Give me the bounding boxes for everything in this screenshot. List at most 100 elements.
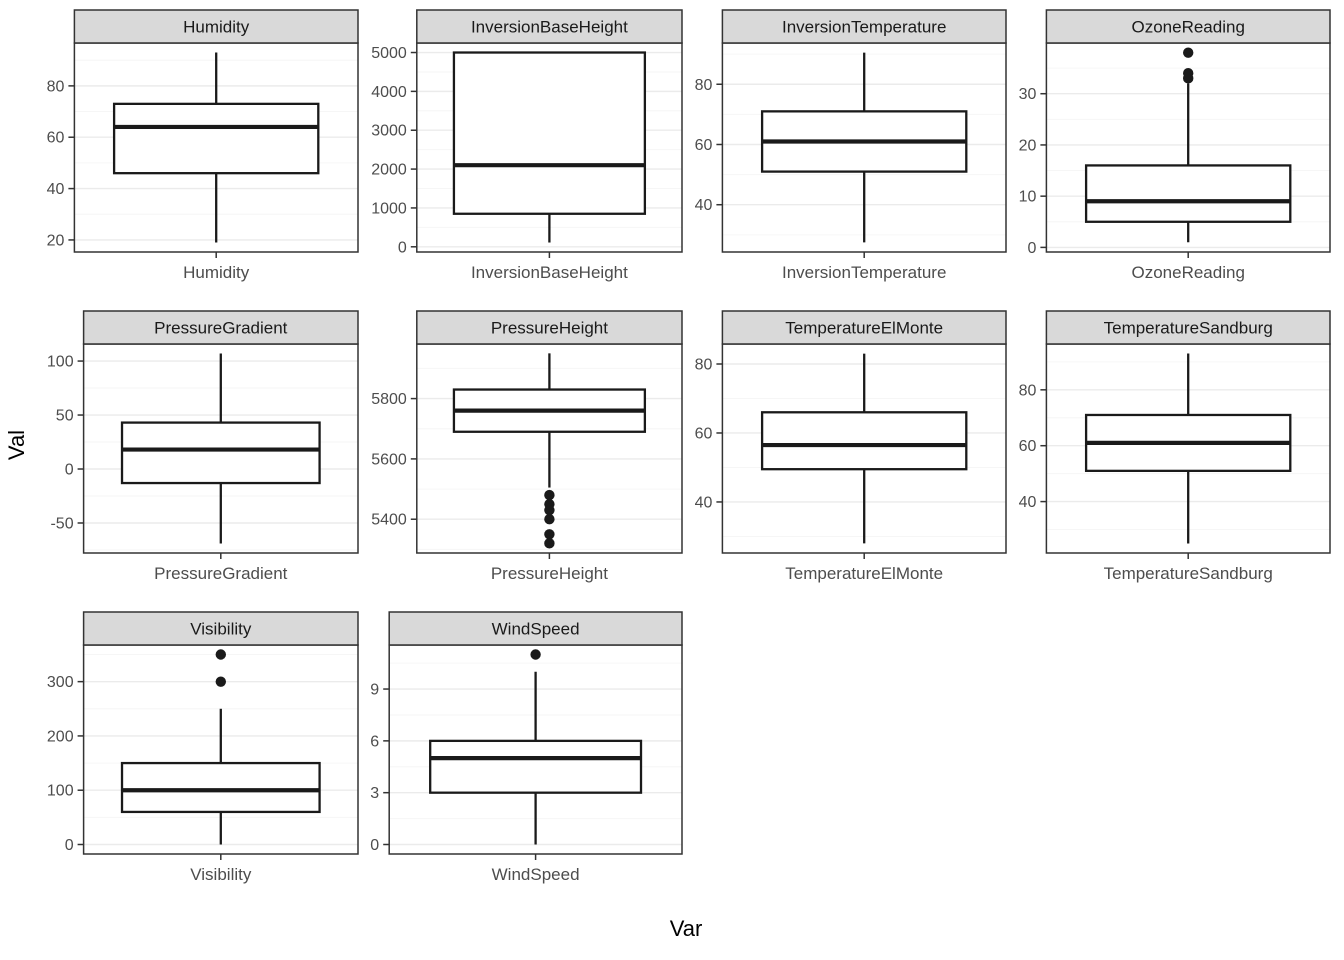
strip-header — [1045, 310, 1331, 345]
facet-plot-ozonereading: OzoneReading 0 10 20 30 OzoneReading — [1019, 9, 1331, 282]
strip-label: TemperatureSandburg — [1104, 319, 1273, 338]
x-tick-label: PressureHeight — [491, 564, 608, 583]
facet-cell-humidity: Humidity 20 40 60 80 Humidity — [38, 4, 362, 305]
y-tick-label: 200 — [47, 728, 74, 745]
facet-plot-humidity: Humidity 20 40 60 80 Humidity — [47, 9, 359, 282]
y-tick-label: 40 — [695, 494, 713, 511]
y-tick-label: 300 — [47, 674, 74, 691]
y-tick-label: 0 — [370, 837, 379, 854]
facet-plot-temperaturesandburg: TemperatureSandburg 40 60 80 TemperatureSand… — [1019, 310, 1331, 583]
outlier-point — [1183, 47, 1194, 58]
outlier-point — [544, 504, 555, 516]
y-tick-label: 80 — [47, 78, 65, 95]
x-tick-label: TemperatureSandburg — [1104, 564, 1273, 583]
strip-header — [721, 310, 1007, 345]
boxplot-windspeed — [429, 649, 643, 845]
y-tick-label: 0 — [65, 837, 74, 854]
y-tick-label: 40 — [47, 181, 65, 198]
strip-label: PressureGradient — [154, 319, 288, 338]
iqr-box — [120, 761, 321, 814]
outlier-point — [1183, 68, 1194, 79]
x-tick-label: PressureGradient — [154, 564, 288, 583]
y-tick-label: 30 — [1019, 86, 1037, 103]
iqr-box — [452, 51, 647, 215]
strip-label: Visibility — [190, 620, 252, 639]
strip-header — [73, 9, 359, 44]
facet-cell-pressuregradient: PressureGradient -50 0 50 100 PressureGradien… — [38, 305, 362, 606]
y-tick-label: 60 — [1019, 438, 1037, 455]
outlier-point — [530, 649, 541, 660]
facet-cell-temperatureelmonte: TemperatureElMonte 40 60 80 TemperatureElMon… — [686, 305, 1010, 606]
strip-header — [721, 9, 1007, 44]
x-tick-label: InversionBaseHeight — [471, 263, 628, 282]
facet-plot-visibility: Visibility 0 100 200 300 Visibility — [47, 611, 359, 884]
facet-grid: Humidity 20 40 60 80 Humidity InversionBaseHei… — [38, 4, 1334, 907]
y-tick-label: 100 — [47, 783, 74, 800]
y-tick-label: -50 — [50, 515, 73, 532]
y-tick-label: 0 — [65, 462, 74, 479]
outlier-point — [544, 529, 555, 540]
x-tick-label: TemperatureElMonte — [785, 564, 943, 583]
facet-cell-temperaturesandburg: TemperatureSandburg 40 60 80 TemperatureSand… — [1010, 305, 1334, 606]
y-tick-label: 60 — [47, 130, 65, 147]
y-tick-label: 5800 — [371, 391, 407, 408]
strip-header — [388, 611, 683, 646]
y-tick-label: 5400 — [371, 512, 407, 529]
y-tick-label: 5600 — [371, 451, 407, 468]
strip-header — [82, 310, 359, 345]
boxplot-pressureheight — [452, 353, 647, 549]
y-tick-label: 20 — [47, 232, 65, 249]
y-tick-label: 60 — [695, 425, 713, 442]
y-tick-label: 80 — [695, 357, 713, 374]
iqr-box — [1084, 164, 1292, 223]
y-axis-title: Val — [4, 429, 29, 461]
y-tick-label: 4000 — [371, 84, 407, 101]
y-tick-label: 80 — [695, 77, 713, 94]
boxplot-visibility — [120, 649, 321, 845]
facet-plot-inversiontemperature: InversionTemperature 40 60 80 InversionTempe… — [695, 9, 1007, 282]
facet-plot-temperatureelmonte: TemperatureElMonte 40 60 80 TemperatureElMon… — [695, 310, 1007, 583]
boxplot-ozonereading — [1084, 47, 1292, 243]
outlier-point — [215, 649, 226, 660]
y-tick-label: 3 — [370, 785, 379, 802]
y-tick-label: 100 — [47, 354, 74, 371]
strip-label: InversionBaseHeight — [471, 18, 628, 37]
boxplot-temperatureelmonte — [760, 353, 968, 544]
boxplot-inversiontemperature — [760, 52, 968, 243]
strip-header — [416, 9, 683, 44]
boxplot-pressuregradient — [120, 353, 321, 544]
facet-cell-visibility: Visibility 0 100 200 300 Visibility — [38, 606, 362, 907]
outlier-point — [544, 514, 555, 525]
y-tick-label: 0 — [1027, 240, 1036, 257]
facet-cell-ozonereading: OzoneReading 0 10 20 30 OzoneReading — [1010, 4, 1334, 305]
outlier-point — [215, 676, 226, 687]
facet-cell-inversiontemperature: InversionTemperature 40 60 80 InversionTempe… — [686, 4, 1010, 305]
x-tick-label: Humidity — [183, 263, 250, 282]
outlier-point — [544, 538, 555, 549]
strip-label: WindSpeed — [492, 620, 580, 639]
iqr-box — [760, 411, 968, 471]
strip-label: InversionTemperature — [782, 18, 946, 37]
facet-plot-pressuregradient: PressureGradient -50 0 50 100 PressureGradien… — [47, 310, 359, 583]
strip-header — [1045, 9, 1331, 44]
y-tick-label: 20 — [1019, 137, 1037, 154]
x-tick-label: InversionTemperature — [782, 263, 946, 282]
y-tick-label: 40 — [695, 197, 713, 214]
x-tick-label: OzoneReading — [1131, 263, 1244, 282]
y-tick-label: 1000 — [371, 200, 407, 217]
strip-label: TemperatureElMonte — [785, 319, 943, 338]
y-tick-label: 2000 — [371, 162, 407, 179]
x-axis-title: Var — [669, 916, 703, 941]
iqr-box — [120, 421, 321, 485]
outlier-point — [544, 489, 555, 501]
facet-plot-inversionbaseheight: InversionBaseHeight 0 1000 2000 3000 4000 5000… — [371, 9, 683, 282]
y-tick-label: 3000 — [371, 123, 407, 140]
strip-label: Humidity — [183, 18, 250, 37]
iqr-box — [112, 102, 320, 175]
x-tick-label: WindSpeed — [492, 865, 580, 884]
y-tick-label: 0 — [398, 239, 407, 256]
y-tick-label: 6 — [370, 733, 379, 750]
facet-plot-pressureheight: PressureHeight 5400 5600 5800 PressureHeight — [371, 310, 683, 583]
boxplot-humidity — [112, 52, 320, 243]
